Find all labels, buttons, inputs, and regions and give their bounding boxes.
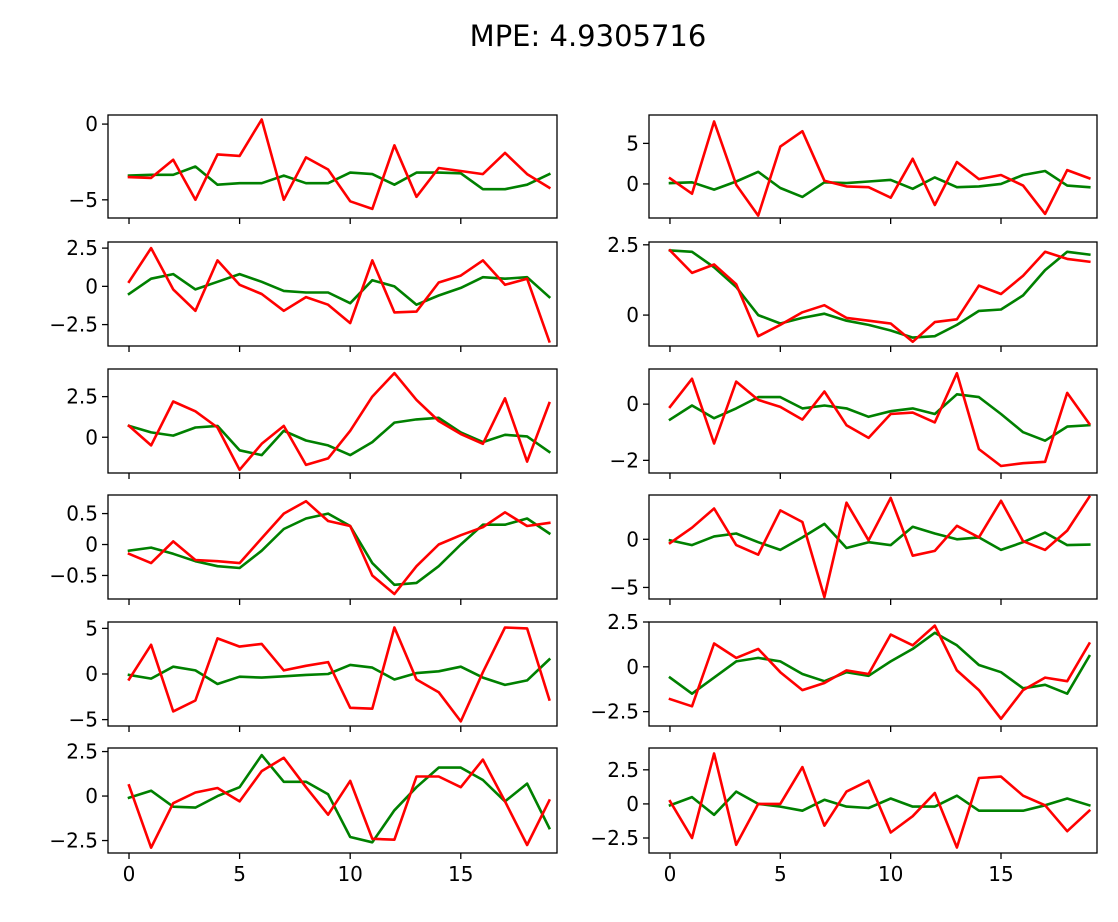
axes-frame (107, 241, 558, 347)
axes-frame (107, 494, 558, 600)
axes-frame (648, 114, 1098, 219)
subplot-1-2: 50 (626, 114, 1098, 224)
y-tick-label: 0 (85, 425, 98, 449)
x-tick-label: 10 (337, 862, 362, 886)
y-tick-label: 2.5 (607, 758, 639, 782)
series-line-red (668, 120, 1091, 217)
series-line-red (127, 499, 551, 596)
series-line-green (668, 631, 1092, 696)
axes-frame (648, 368, 1098, 474)
x-tick-label: 15 (988, 862, 1013, 886)
y-tick-label: −2.5 (590, 826, 639, 850)
subplot-grid: 0−5502.50−2.52.502.500−20.50−0.50−550−52… (49, 112, 1098, 886)
series-line-red (668, 495, 1092, 599)
axes-frame (648, 494, 1098, 600)
y-tick-label: −5 (69, 188, 98, 212)
subplot-2-1: 2.5 0 −2.5 (49, 236, 558, 352)
series-line-green (127, 272, 552, 307)
axes-frame (648, 621, 1098, 727)
y-tick-label: 2.5 (607, 233, 639, 257)
y-tick-label: −2 (610, 448, 639, 472)
subplot-5-2: 2.5 0 −2.5 (590, 610, 1098, 732)
y-tick-label: −2.5 (49, 829, 98, 853)
y-tick-label: 0 (626, 303, 639, 327)
y-tick-label: 0 (85, 274, 98, 298)
y-tick-label: 2.5 (607, 610, 639, 634)
series-line-red (127, 371, 551, 472)
y-tick-label: −5 (69, 708, 98, 732)
x-tick-label: 10 (878, 862, 903, 886)
y-tick-label: −5 (610, 575, 639, 599)
x-tick-label: 15 (448, 862, 473, 886)
series-line-green (127, 165, 552, 191)
figure-title: MPE: 4.9305716 (470, 19, 707, 53)
x-tick-label: 0 (123, 862, 136, 886)
subplot-1-1: 0 −5 (69, 112, 558, 224)
subplot-3-1: 2.50 (66, 368, 558, 479)
y-tick-label: 2.5 (66, 385, 98, 409)
subplot-5-1: 5 0 −5 (69, 616, 558, 732)
subplot-2-2: 2.50 (607, 233, 1098, 352)
y-tick-label: 0 (85, 533, 98, 557)
subplot-4-2: 0 −5 (610, 494, 1098, 605)
series-line-red (127, 626, 551, 723)
y-tick-label: 0 (85, 112, 98, 136)
y-tick-label: 5 (85, 616, 98, 640)
x-tick-label: 5 (774, 862, 787, 886)
series-line-red (127, 756, 552, 850)
series-line-green (668, 392, 1091, 443)
axes-frame (648, 241, 1098, 347)
y-tick-label: 0 (626, 392, 639, 416)
x-tick-label: 0 (664, 862, 677, 886)
series-line-green (668, 169, 1091, 199)
y-tick-label: 0.5 (66, 502, 98, 526)
series-line-red (668, 624, 1092, 721)
axes-frame (107, 747, 558, 854)
y-tick-label: 0 (626, 527, 639, 551)
y-tick-label: −2.5 (49, 313, 98, 337)
axes-frame (107, 114, 558, 219)
subplot-6-2: 2.5 0 −2.5 0 5 10 15 (590, 747, 1098, 886)
y-tick-label: 0 (626, 792, 639, 816)
series-line-red (668, 371, 1092, 468)
series-line-red (668, 752, 1092, 849)
y-tick-label: −2.5 (590, 700, 639, 724)
series-line-green (127, 657, 552, 687)
y-tick-label: 5 (626, 131, 639, 155)
subplot-4-1: 0.5 0 −0.5 (49, 494, 558, 605)
y-tick-label: −0.5 (49, 563, 98, 587)
y-tick-label: 0 (626, 655, 639, 679)
y-tick-label: 0 (626, 172, 639, 196)
axes-frame (107, 368, 558, 474)
y-tick-label: 2.5 (66, 236, 98, 260)
subplot-3-2: 0 −2 (610, 368, 1098, 479)
series-line-red (668, 248, 1091, 344)
y-tick-label: 2.5 (66, 740, 98, 764)
series-line-green (668, 790, 1091, 817)
series-line-red (127, 118, 552, 211)
series-line-green (668, 522, 1091, 552)
y-tick-label: 0 (85, 662, 98, 686)
y-tick-label: 0 (85, 784, 98, 808)
series-line-red (127, 246, 551, 344)
x-tick-label: 5 (233, 862, 246, 886)
series-line-green (127, 416, 552, 457)
axes-frame (648, 747, 1098, 854)
series-line-green (127, 753, 552, 844)
subplot-6-1: 2.5 0 −2.5 0 5 10 15 (49, 740, 558, 886)
